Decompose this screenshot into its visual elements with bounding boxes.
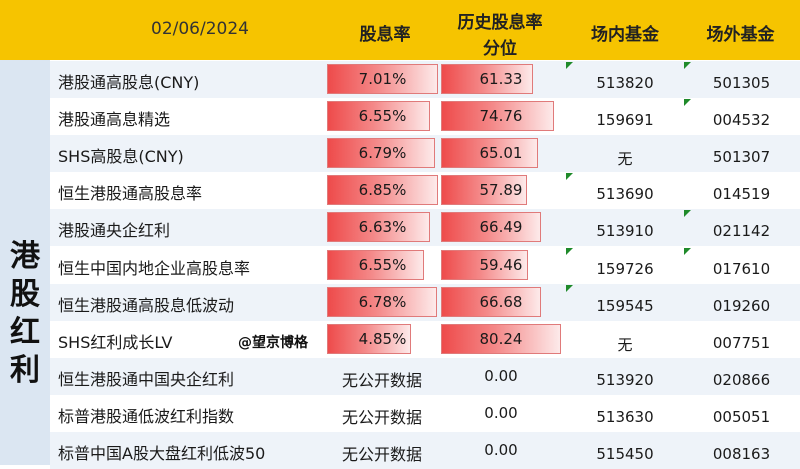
onmarket-fund-code: 无 — [617, 335, 633, 354]
percentile-bar — [441, 212, 541, 243]
dividend-yield-bar — [327, 101, 430, 132]
dividend-yield-value: 6.78% — [358, 292, 407, 311]
dividend-yield-bar — [327, 323, 411, 354]
percentile-bar — [441, 64, 533, 94]
offmarket-fund-code: 021142 — [712, 222, 771, 241]
dividend-yield-bar — [327, 138, 435, 169]
onmarket-fund-code: 513630 — [596, 407, 654, 426]
onmarket-fund-code: 515450 — [596, 445, 654, 463]
percentile-bar — [441, 286, 541, 317]
table-row — [50, 246, 800, 284]
index-name: 港股通高股息(CNY) — [58, 73, 200, 92]
comment-marker-icon — [684, 99, 691, 107]
dividend-yield-value: 6.85% — [358, 181, 407, 200]
onmarket-fund-code: 159691 — [596, 111, 654, 130]
column-dividend-yield: 股息率 — [359, 25, 411, 45]
comment-marker-icon — [684, 62, 691, 69]
watermark: @望京博格 — [238, 335, 308, 351]
dividend-yield-value: 无公开数据 — [341, 445, 422, 464]
column-historical-percentile-line1: 历史股息率 — [457, 13, 543, 33]
percentile-value: 0.00 — [484, 403, 518, 422]
offmarket-fund-code: 017610 — [712, 259, 771, 278]
table-row — [50, 432, 800, 469]
percentile-bar — [441, 323, 561, 354]
percentile-value: 66.49 — [479, 218, 523, 237]
onmarket-fund-code: 无 — [617, 150, 633, 169]
percentile-value: 65.01 — [479, 144, 523, 163]
percentile-value: 66.68 — [479, 292, 523, 311]
offmarket-fund-code: 008163 — [712, 445, 771, 463]
column-offmarket-fund: 场外基金 — [706, 25, 775, 45]
column-onmarket-fund: 场内基金 — [591, 25, 659, 45]
dividend-yield-value: 4.85% — [358, 329, 407, 348]
dividend-yield-bar — [327, 286, 437, 317]
comment-marker-icon — [566, 284, 573, 292]
offmarket-fund-code: 501307 — [712, 148, 771, 167]
comment-marker-icon — [684, 247, 691, 255]
percentile-bar — [441, 138, 538, 169]
percentile-bar — [441, 101, 554, 132]
percentile-value: 61.33 — [479, 70, 523, 88]
offmarket-fund-code: 005051 — [712, 407, 771, 426]
comment-marker-icon — [684, 210, 691, 218]
index-name: SHS红利成长LV — [58, 332, 173, 352]
dividend-yield-bar — [327, 175, 438, 206]
dividend-yield-bar — [327, 64, 438, 94]
dividend-yield-value: 6.55% — [358, 255, 407, 274]
percentile-value: 57.89 — [479, 181, 523, 200]
category-sidebar: 港 股 红 利 — [0, 60, 50, 465]
table-row — [50, 394, 800, 432]
index-name: 标普港股通低波红利指数 — [58, 406, 235, 426]
onmarket-fund-code: 159545 — [596, 296, 654, 315]
percentile-bar — [441, 249, 528, 280]
onmarket-fund-code: 513690 — [596, 185, 654, 204]
dividend-yield-value: 6.55% — [358, 107, 407, 126]
dividend-yield-value: 6.63% — [358, 218, 407, 237]
offmarket-fund-code: 004532 — [712, 111, 771, 130]
onmarket-fund-code: 513920 — [596, 370, 654, 389]
category-label: 港 股 红 利 — [10, 239, 40, 388]
table-row — [50, 357, 800, 395]
comment-marker-icon — [566, 247, 573, 255]
onmarket-fund-code: 159726 — [596, 259, 654, 278]
onmarket-fund-code: 513910 — [596, 222, 654, 241]
dividend-yield-value: 无公开数据 — [341, 407, 422, 427]
offmarket-fund-code: 501305 — [712, 74, 771, 92]
comment-marker-icon — [566, 62, 573, 69]
index-name: 恒生港股通中国央企红利 — [58, 369, 235, 389]
percentile-value: 0.00 — [484, 441, 518, 459]
onmarket-fund-code: 513820 — [596, 74, 654, 92]
percentile-value: 0.00 — [484, 366, 518, 385]
index-name: SHS高股息(CNY) — [58, 147, 184, 167]
dividend-yield-value: 6.79% — [358, 144, 407, 163]
column-historical-percentile-line2: 分位 — [483, 39, 517, 59]
dividend-yield-value: 无公开数据 — [341, 370, 422, 390]
index-name: 恒生港股通高股息低波动 — [58, 295, 235, 315]
dividend-yield-bar — [327, 212, 430, 243]
index-name: 标普中国A股大盘红利低波50 — [58, 444, 266, 463]
offmarket-fund-code: 007751 — [712, 333, 771, 352]
table-row — [50, 320, 800, 358]
offmarket-fund-code: 014519 — [712, 185, 771, 204]
percentile-value: 59.46 — [479, 255, 523, 274]
index-name: 恒生港股通高股息率 — [58, 184, 203, 204]
percentile-value: 74.76 — [479, 107, 523, 126]
table-header: 02/06/2024 股息率 历史股息率 分位 场内基金 场外基金 — [0, 0, 800, 60]
date-label: 02/06/2024 — [151, 19, 249, 39]
dividend-yield-value: 7.01% — [358, 70, 407, 88]
offmarket-fund-code: 020866 — [712, 370, 771, 389]
index-name: 恒生中国内地企业高股息率 — [58, 258, 251, 278]
offmarket-fund-code: 019260 — [712, 296, 771, 315]
index-name: 港股通高息精选 — [58, 110, 171, 130]
comment-marker-icon — [566, 173, 573, 181]
percentile-value: 80.24 — [479, 329, 523, 348]
index-name: 港股通央企红利 — [58, 221, 171, 241]
dividend-yield-bar — [327, 249, 424, 280]
percentile-bar — [441, 175, 527, 206]
